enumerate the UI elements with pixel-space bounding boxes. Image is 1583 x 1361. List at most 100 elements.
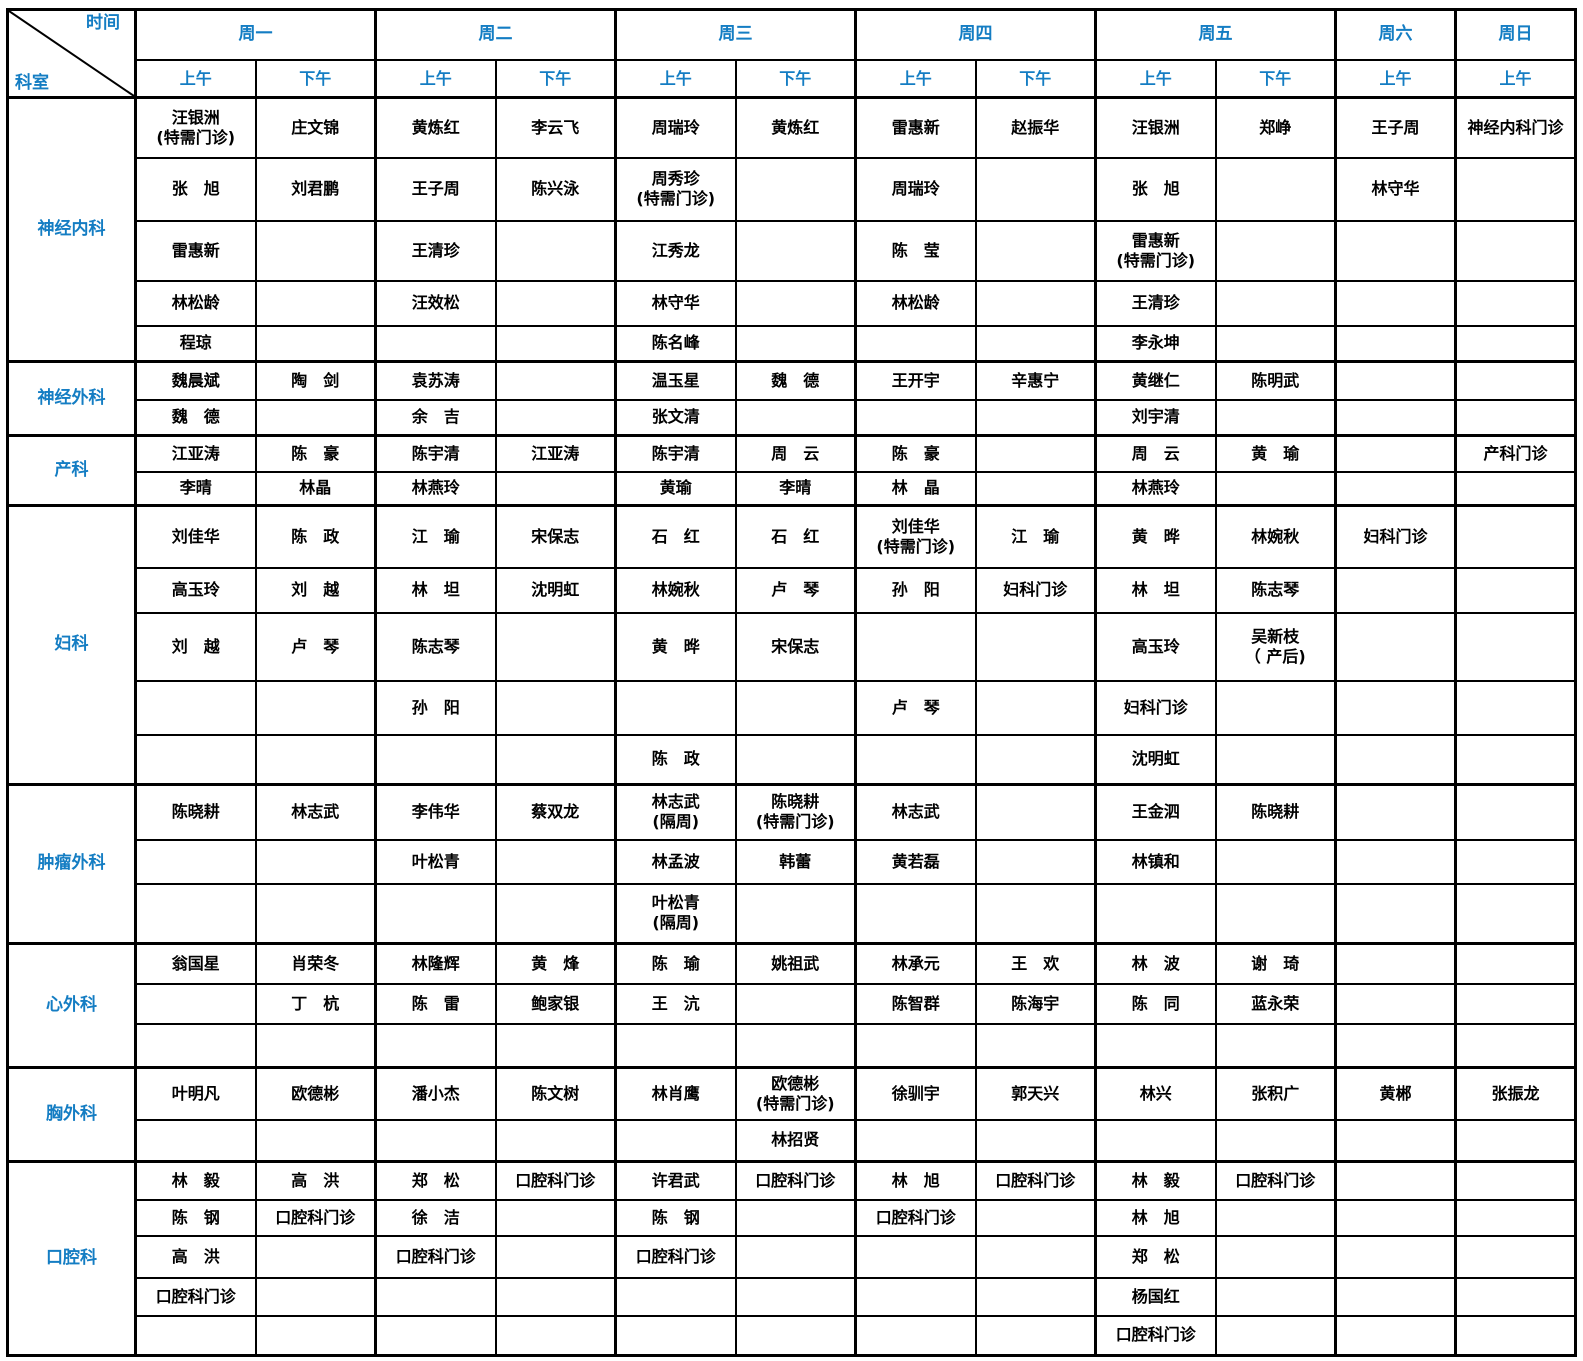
schedule-cell-empty — [254, 219, 377, 282]
schedule-cell-empty — [254, 882, 377, 945]
schedule-cell: 江秀龙 — [614, 219, 737, 282]
schedule-cell: 雷惠新 — [854, 96, 977, 159]
schedule-cell: 林志武 — [854, 783, 977, 841]
schedule-cell: 林 旭 — [1094, 1198, 1217, 1237]
schedule-cell: 郭天兴 — [974, 1066, 1097, 1121]
schedule-cell-empty — [254, 679, 377, 736]
schedule-cell: 陈 政 — [254, 504, 377, 569]
department-label: 神经内科 — [6, 96, 137, 363]
schedule-cell-empty — [1214, 219, 1337, 282]
schedule-cell-empty — [734, 1314, 857, 1357]
schedule-cell: 陈 雷 — [374, 982, 497, 1025]
schedule-cell-empty — [974, 838, 1097, 885]
schedule-cell-empty — [854, 1022, 977, 1069]
schedule-cell-empty — [494, 882, 617, 945]
schedule-cell: 汪银洲 (特需门诊) — [134, 96, 257, 159]
schedule-cell: 陈 政 — [614, 733, 737, 786]
department-label: 妇科 — [6, 504, 137, 786]
schedule-cell: 黄 烽 — [494, 942, 617, 985]
period-header: 上午 — [1454, 59, 1577, 99]
schedule-cell: 陈兴泳 — [494, 156, 617, 222]
period-header: 上午 — [134, 59, 257, 99]
schedule-cell: 刘 越 — [254, 566, 377, 614]
schedule-cell-empty — [1334, 360, 1457, 401]
schedule-cell-empty — [494, 1276, 617, 1317]
schedule-cell-empty — [134, 1118, 257, 1163]
schedule-cell-empty — [254, 1314, 377, 1357]
period-header: 下午 — [974, 59, 1097, 99]
schedule-cell: 张 旭 — [134, 156, 257, 222]
schedule-cell-empty — [1454, 360, 1577, 401]
schedule-cell: 叶松青 (隔周) — [614, 882, 737, 945]
schedule-cell: 林 旭 — [854, 1160, 977, 1201]
schedule-cell-empty — [1334, 1314, 1457, 1357]
schedule-cell: 韩蕾 — [734, 838, 857, 885]
schedule-cell: 林 坦 — [1094, 566, 1217, 614]
schedule-cell: 王金泗 — [1094, 783, 1217, 841]
schedule-cell: 黄炼红 — [374, 96, 497, 159]
schedule-cell: 雷惠新 (特需门诊) — [1094, 219, 1217, 282]
schedule-cell: 翁国星 — [134, 942, 257, 985]
schedule-cell: 辛惠宁 — [974, 360, 1097, 401]
schedule-cell-empty — [1214, 679, 1337, 736]
schedule-cell-empty — [854, 1276, 977, 1317]
schedule-cell-empty — [1214, 882, 1337, 945]
schedule-cell-empty — [1454, 398, 1577, 437]
schedule-cell: 口腔科门诊 — [374, 1234, 497, 1279]
schedule-cell: 魏 德 — [734, 360, 857, 401]
schedule-cell: 刘君鹏 — [254, 156, 377, 222]
schedule-cell: 陈晓耕 — [1214, 783, 1337, 841]
schedule-cell-empty — [374, 324, 497, 363]
schedule-cell: 产科门诊 — [1454, 434, 1577, 473]
schedule-cell-empty — [1334, 470, 1457, 507]
schedule-cell-empty — [974, 279, 1097, 327]
schedule-cell: 刘佳华 (特需门诊) — [854, 504, 977, 569]
schedule-cell: 卢 琴 — [734, 566, 857, 614]
schedule-cell: 口腔科门诊 — [134, 1276, 257, 1317]
schedule-cell: 林招贤 — [734, 1118, 857, 1163]
schedule-cell: 孙 阳 — [854, 566, 977, 614]
schedule-cell: 徐驯宇 — [854, 1066, 977, 1121]
schedule-cell: 林兴 — [1094, 1066, 1217, 1121]
schedule-cell-empty — [1454, 1234, 1577, 1279]
schedule-cell-empty — [254, 279, 377, 327]
schedule-cell-empty — [734, 1198, 857, 1237]
schedule-cell-empty — [854, 1118, 977, 1163]
schedule-cell-empty — [1214, 1198, 1337, 1237]
schedule-cell-empty — [1214, 324, 1337, 363]
schedule-cell-empty — [1214, 1234, 1337, 1279]
schedule-cell-empty — [1334, 1118, 1457, 1163]
schedule-cell: 汪银洲 — [1094, 96, 1217, 159]
schedule-cell: 口腔科门诊 — [854, 1198, 977, 1237]
schedule-cell-empty — [1094, 1022, 1217, 1069]
schedule-cell-empty — [1214, 1022, 1337, 1069]
schedule-cell-empty — [1094, 1118, 1217, 1163]
schedule-cell-empty — [734, 324, 857, 363]
schedule-cell: 黄 瑜 — [1214, 434, 1337, 473]
schedule-cell: 高 洪 — [134, 1234, 257, 1279]
schedule-cell: 林孟波 — [614, 838, 737, 885]
schedule-cell-empty — [1334, 324, 1457, 363]
schedule-cell-empty — [974, 783, 1097, 841]
schedule-cell-empty — [1334, 982, 1457, 1025]
schedule-cell-empty — [254, 324, 377, 363]
schedule-cell: 神经内科门诊 — [1454, 96, 1577, 159]
schedule-cell-empty — [974, 733, 1097, 786]
schedule-cell-empty — [974, 1198, 1097, 1237]
schedule-cell: 陈志琴 — [1214, 566, 1337, 614]
schedule-cell: 陈名峰 — [614, 324, 737, 363]
schedule-cell: 陶 剑 — [254, 360, 377, 401]
schedule-cell: 石 红 — [614, 504, 737, 569]
department-label: 口腔科 — [6, 1160, 137, 1357]
schedule-cell-empty — [1454, 470, 1577, 507]
schedule-cell: 陈晓耕 (特需门诊) — [734, 783, 857, 841]
schedule-cell-empty — [1334, 566, 1457, 614]
schedule-cell-empty — [494, 324, 617, 363]
day-header: 周二 — [374, 8, 617, 62]
schedule-cell: 叶明凡 — [134, 1066, 257, 1121]
period-header: 下午 — [734, 59, 857, 99]
schedule-cell: 黄郴 — [1334, 1066, 1457, 1121]
schedule-cell-empty — [854, 1314, 977, 1357]
schedule-cell: 王开宇 — [854, 360, 977, 401]
schedule-cell: 江亚涛 — [134, 434, 257, 473]
